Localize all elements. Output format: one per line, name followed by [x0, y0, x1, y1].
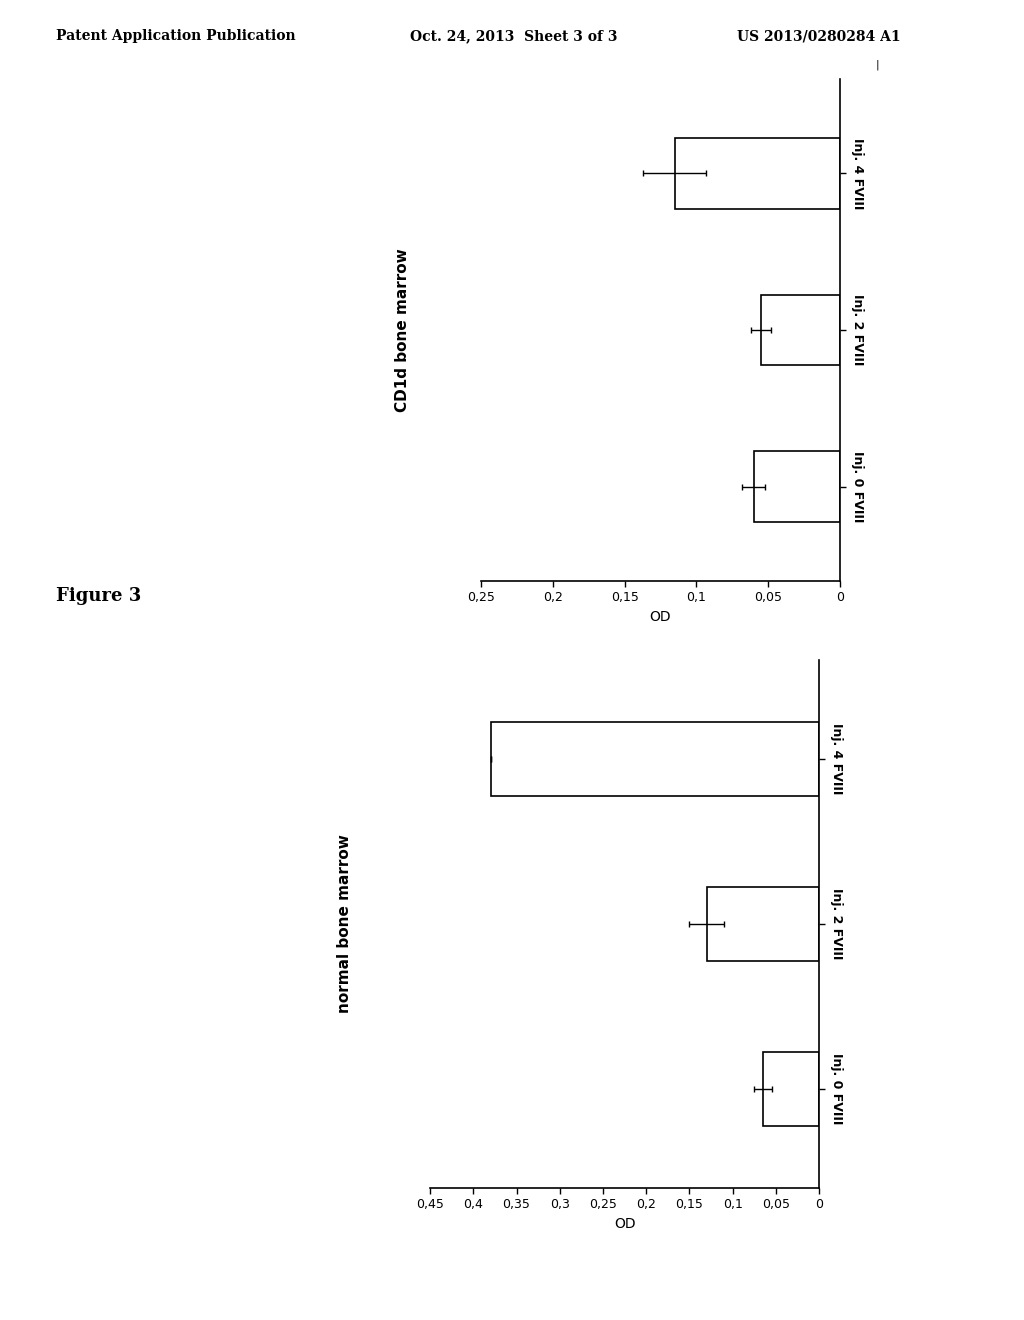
Bar	[490, 722, 819, 796]
Text: Patent Application Publication: Patent Application Publication	[56, 29, 296, 44]
X-axis label: OD: OD	[613, 1217, 636, 1232]
Text: |: |	[876, 59, 880, 70]
Bar	[763, 1052, 819, 1126]
Text: Inj. 2 FVIII: Inj. 2 FVIII	[830, 888, 844, 960]
Text: US 2013/0280284 A1: US 2013/0280284 A1	[737, 29, 901, 44]
Text: Inj. 0 FVIII: Inj. 0 FVIII	[830, 1053, 844, 1125]
Text: Inj. 0 FVIII: Inj. 0 FVIII	[851, 451, 864, 523]
Bar	[754, 451, 840, 521]
Text: CD1d bone marrow: CD1d bone marrow	[395, 248, 410, 412]
Bar	[761, 294, 840, 366]
Text: Inj. 4 FVIII: Inj. 4 FVIII	[830, 723, 844, 795]
X-axis label: OD: OD	[649, 610, 672, 624]
Text: Oct. 24, 2013  Sheet 3 of 3: Oct. 24, 2013 Sheet 3 of 3	[410, 29, 617, 44]
Bar	[675, 139, 840, 209]
Text: Inj. 4 FVIII: Inj. 4 FVIII	[851, 137, 864, 209]
Text: Inj. 2 FVIII: Inj. 2 FVIII	[851, 294, 864, 366]
Text: normal bone marrow: normal bone marrow	[337, 834, 352, 1014]
Text: Figure 3: Figure 3	[56, 587, 141, 606]
Bar	[707, 887, 819, 961]
